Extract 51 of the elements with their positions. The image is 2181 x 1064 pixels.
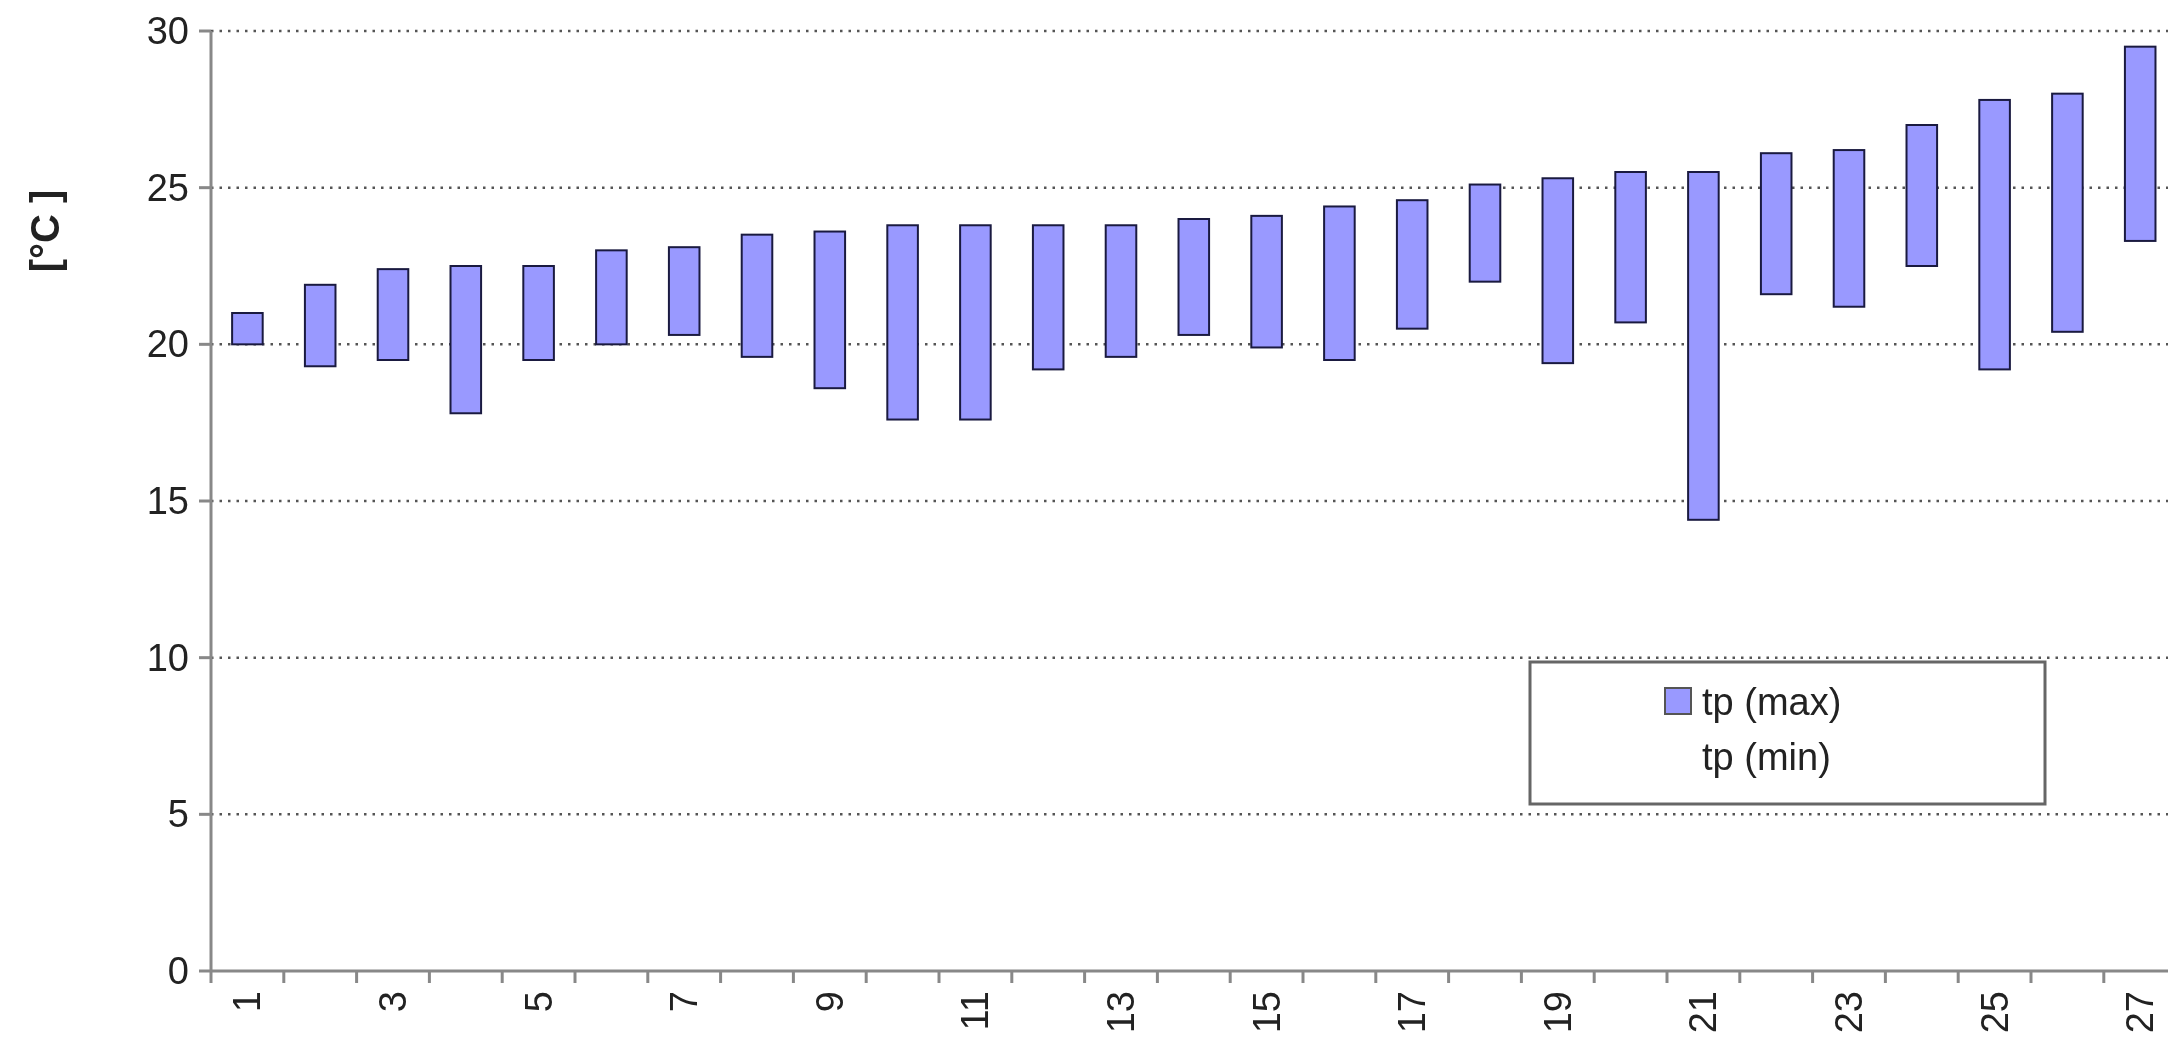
bar (1031, 224, 1065, 371)
bar (303, 283, 337, 368)
y-tick-label: 30 (146, 10, 189, 52)
y-tick-label: 25 (146, 166, 189, 209)
annotation: tp (min) (1702, 736, 1831, 778)
bar (1395, 199, 1429, 330)
bar (595, 249, 628, 346)
bar (740, 233, 774, 358)
x-tick-label: 21 (1682, 991, 1725, 1034)
bar (886, 224, 919, 421)
x-tick-label: 9 (808, 991, 851, 1013)
bar (1687, 171, 1720, 521)
legend-label: tp (max) (1702, 681, 1842, 723)
bar (813, 230, 847, 390)
bar (1104, 224, 1138, 358)
x-tick-label: 3 (372, 991, 414, 1013)
y-tick-label: 0 (167, 950, 189, 992)
bar (449, 265, 483, 415)
x-tick-label: 17 (1391, 991, 1434, 1034)
y-tick-label: 10 (146, 636, 189, 679)
bar (1614, 171, 1647, 324)
bar (2051, 92, 2084, 333)
bar (1177, 218, 1211, 336)
bar (231, 312, 264, 346)
bar (1468, 183, 1502, 283)
bar (1978, 98, 2011, 371)
x-tick-label: 7 (663, 991, 706, 1013)
bar (959, 224, 992, 421)
x-tick-label: 5 (517, 991, 560, 1013)
bar (1323, 205, 1356, 361)
y-tick-label: 15 (146, 480, 189, 522)
bar (1250, 214, 1283, 349)
bar (1759, 152, 1793, 296)
bar (1541, 177, 1575, 365)
x-tick-label: 1 (226, 991, 269, 1013)
bar (522, 265, 555, 361)
y-tick-label: 20 (146, 323, 189, 366)
bar (2123, 45, 2157, 242)
x-tick-label: 11 (954, 991, 997, 1031)
x-tick-label: 25 (1973, 991, 2016, 1034)
x-tick-label: 19 (1536, 991, 1579, 1034)
y-axis-title: [°C ] (23, 189, 67, 273)
bar (376, 268, 410, 361)
bar (667, 246, 701, 336)
bar (1832, 149, 1866, 308)
x-tick-label: 27 (2119, 991, 2162, 1034)
y-tick-label: 5 (167, 793, 189, 836)
x-tick-label: 23 (1828, 991, 1870, 1034)
bar (1905, 124, 1939, 267)
x-tick-label: 15 (1245, 991, 1288, 1034)
x-tick-label: 13 (1100, 991, 1142, 1034)
